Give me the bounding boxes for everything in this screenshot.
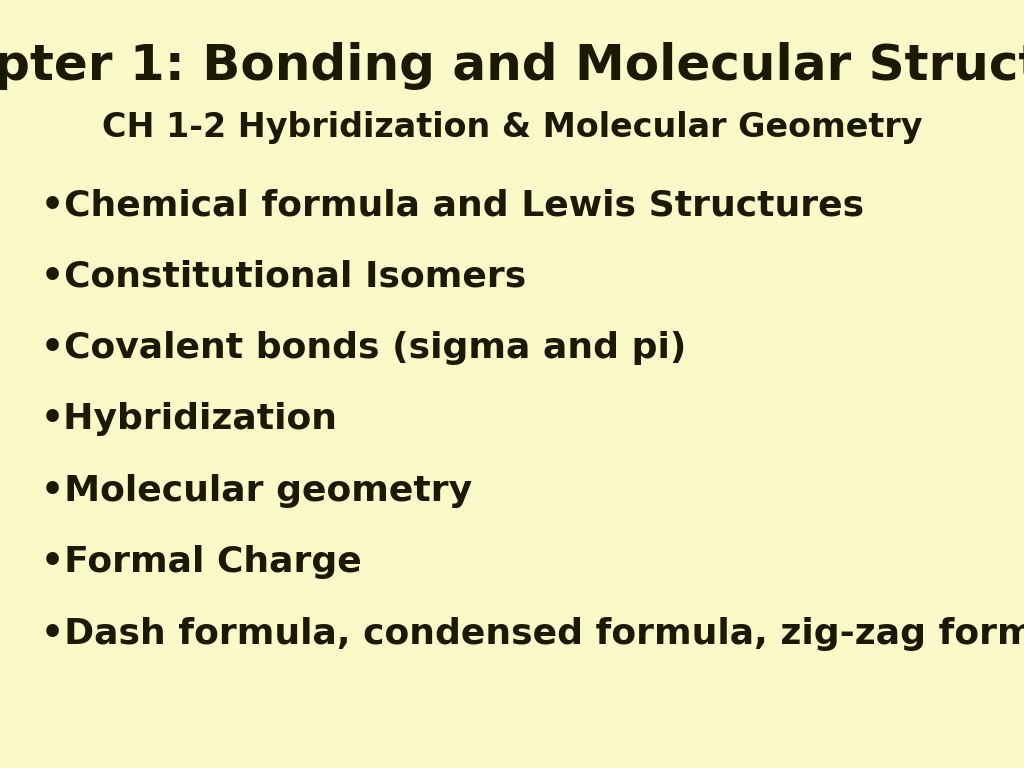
Text: •Dash formula, condensed formula, zig-zag formula: •Dash formula, condensed formula, zig-za…: [41, 617, 1024, 650]
Text: •Covalent bonds (sigma and pi): •Covalent bonds (sigma and pi): [41, 331, 686, 365]
Text: •Constitutional Isomers: •Constitutional Isomers: [41, 260, 526, 293]
Text: •Chemical formula and Lewis Structures: •Chemical formula and Lewis Structures: [41, 188, 864, 222]
Text: CH 1-2 Hybridization & Molecular Geometry: CH 1-2 Hybridization & Molecular Geometr…: [101, 111, 923, 144]
Text: Chapter 1: Bonding and Molecular Structure: Chapter 1: Bonding and Molecular Structu…: [0, 42, 1024, 91]
Text: •Formal Charge: •Formal Charge: [41, 545, 361, 579]
Text: •Molecular geometry: •Molecular geometry: [41, 474, 472, 508]
Text: •Hybridization: •Hybridization: [41, 402, 338, 436]
